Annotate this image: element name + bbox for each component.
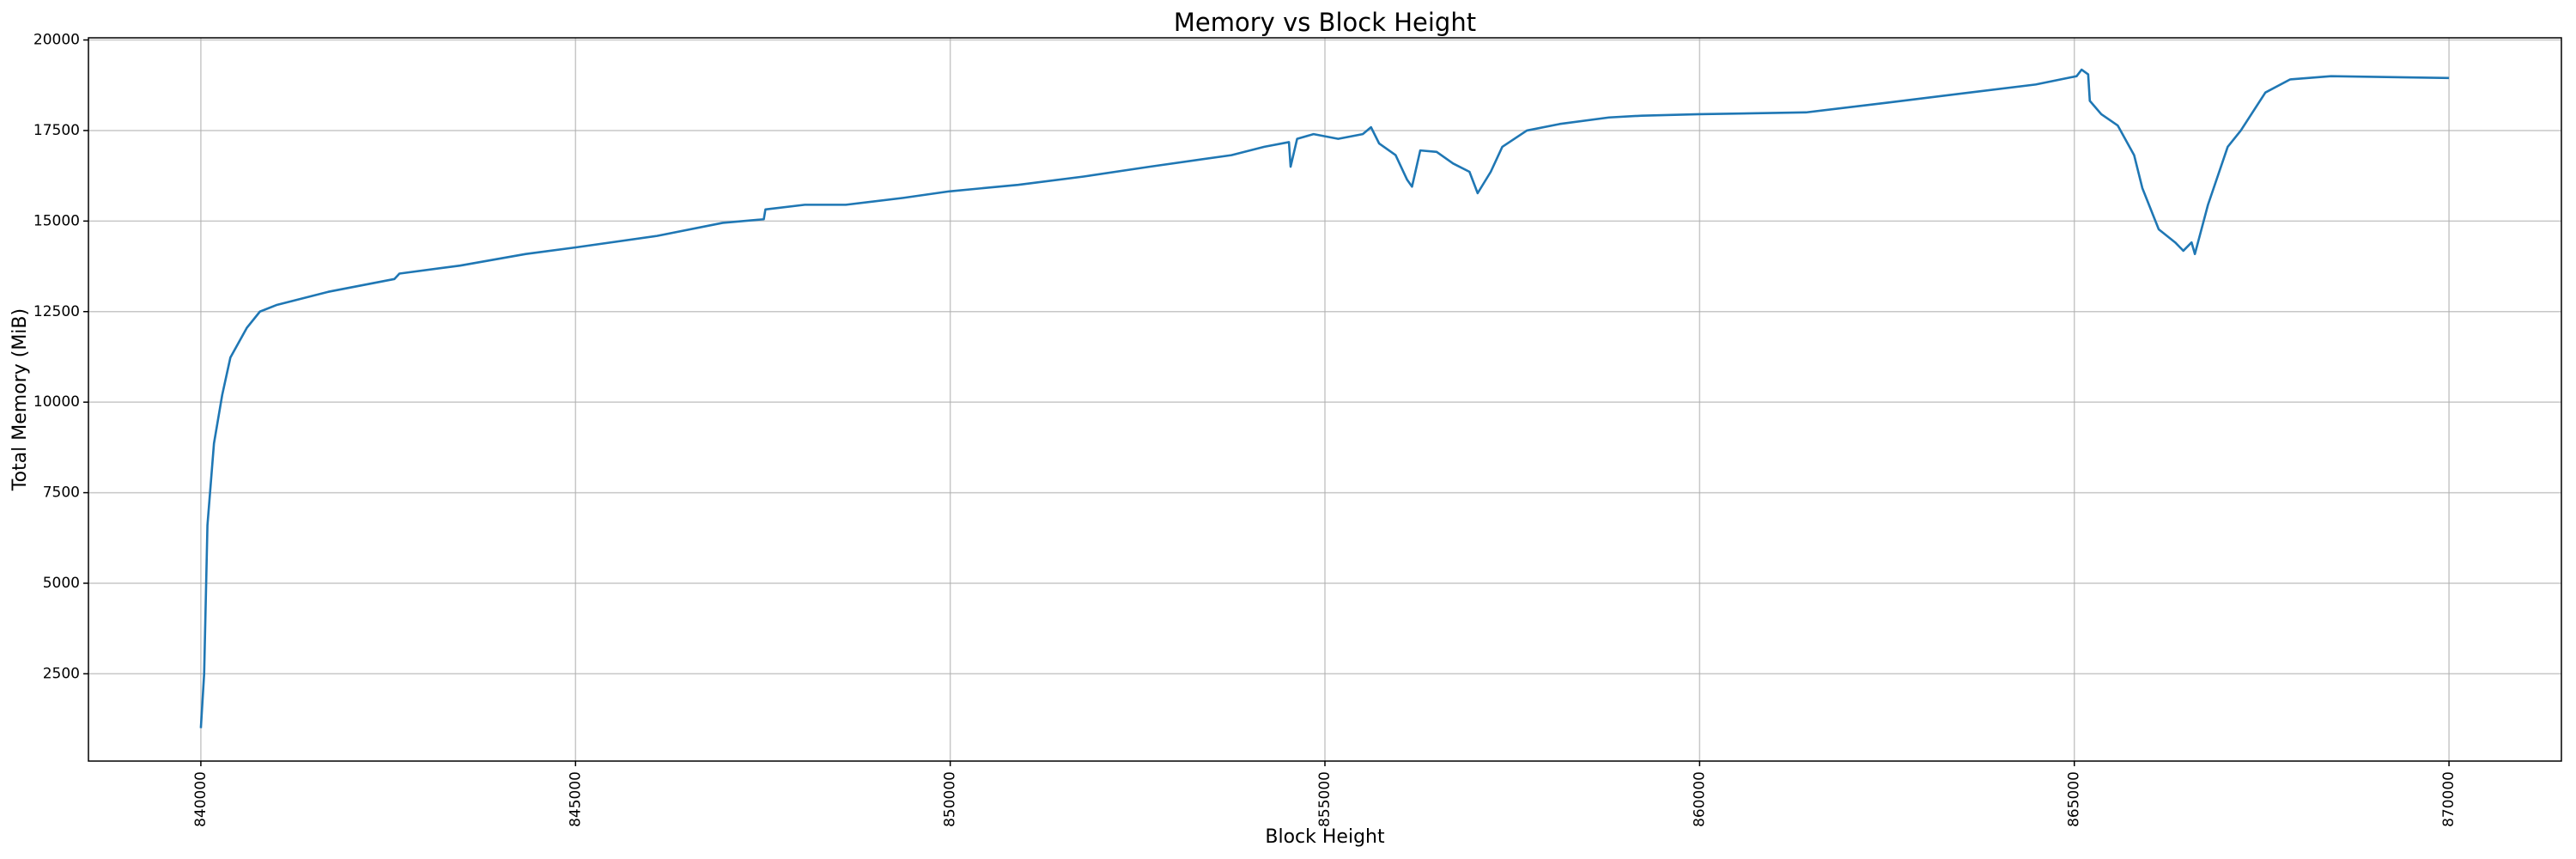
plot-frame bbox=[88, 37, 2562, 762]
y-tick-label: 17500 bbox=[33, 122, 80, 139]
y-tick-label: 5000 bbox=[43, 575, 80, 592]
x-tick-label: 855000 bbox=[1316, 771, 1334, 827]
y-tick-label: 7500 bbox=[43, 484, 80, 502]
chart-title: Memory vs Block Height bbox=[1174, 8, 1476, 37]
y-axis-label: Total Memory (MiB) bbox=[9, 308, 31, 491]
x-axis-label: Block Height bbox=[1265, 826, 1385, 848]
y-tick-label: 10000 bbox=[33, 393, 80, 411]
x-tick-label: 840000 bbox=[192, 771, 210, 827]
x-tick-label: 845000 bbox=[567, 771, 584, 827]
x-tick-label: 860000 bbox=[1691, 771, 1708, 827]
y-tick-label: 15000 bbox=[33, 212, 80, 229]
y-tick-label: 12500 bbox=[33, 303, 80, 320]
x-tick-label: 850000 bbox=[942, 771, 959, 827]
x-tick-label: 870000 bbox=[2440, 771, 2458, 827]
y-tick-label: 20000 bbox=[33, 32, 80, 49]
data-line bbox=[199, 68, 2450, 728]
y-tick-label: 2500 bbox=[43, 665, 80, 682]
x-tick-label: 865000 bbox=[2066, 771, 2083, 827]
